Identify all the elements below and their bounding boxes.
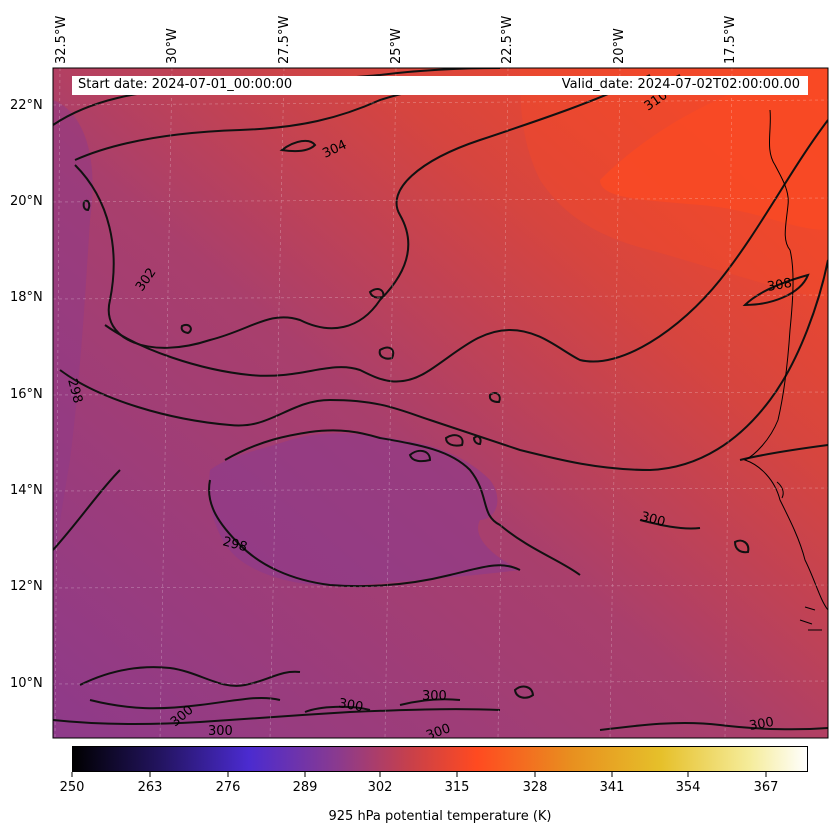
contour-label: 298 [64, 377, 85, 405]
lon-label: 25°W [389, 28, 404, 64]
lat-label: 22°N [10, 98, 43, 113]
lat-label: 18°N [10, 290, 43, 305]
contour-label: 300 [422, 689, 447, 704]
contour-label: 300 [208, 724, 233, 739]
temperature-field: 304 302 298 298 300 300 300 300 300 300 … [53, 68, 828, 739]
lon-label: 22.5°W [500, 15, 515, 64]
contour-label: 300 [639, 509, 667, 530]
colorbar-tick-label: 354 [675, 780, 701, 795]
colorbar-tick-label: 341 [599, 780, 625, 795]
contour-lines [53, 68, 828, 731]
colorbar-tick-label: 328 [522, 780, 548, 795]
lon-label: 32.5°W [54, 15, 69, 64]
colorbar-tick-label: 250 [59, 780, 85, 795]
lat-label: 16°N [10, 387, 43, 402]
map-frame [52, 67, 829, 739]
contour-label: 308 [766, 276, 793, 295]
lon-label: 27.5°W [277, 15, 292, 64]
colorbar-tick-label: 302 [367, 780, 393, 795]
contour-label: 300 [337, 696, 364, 715]
lat-label: 14°N [10, 483, 43, 498]
colorbar-tick-label: 367 [753, 780, 779, 795]
coastline [743, 109, 828, 631]
colorbar-ticks [71, 772, 767, 777]
colorbar-tick-label: 315 [444, 780, 470, 795]
colorbar-title: 925 hPa potential temperature (K) [328, 809, 552, 824]
contour-label: 300 [748, 715, 775, 734]
valid-date-label: Valid_date: 2024-07-02T02:00:00.00 [561, 77, 800, 92]
lat-label: 10°N [10, 676, 43, 691]
colorbar [72, 746, 808, 772]
lat-label: 12°N [10, 579, 43, 594]
lat-label: 20°N [10, 194, 43, 209]
colorbar-tick-label: 263 [137, 780, 163, 795]
contour-label: 298 [221, 534, 249, 555]
start-date-label: Start date: 2024-07-01_00:00:00 [78, 77, 293, 92]
lon-label: 17.5°W [723, 15, 738, 64]
graticule [53, 68, 828, 738]
colorbar-tick-label: 276 [215, 780, 241, 795]
info-box: Start date: 2024-07-01_00:00:00 Valid_da… [72, 76, 808, 95]
colorbar-tick-label: 289 [292, 780, 318, 795]
lon-label: 20°W [612, 28, 627, 64]
lon-label: 30°W [165, 28, 180, 64]
colorbar-gradient [72, 746, 808, 772]
